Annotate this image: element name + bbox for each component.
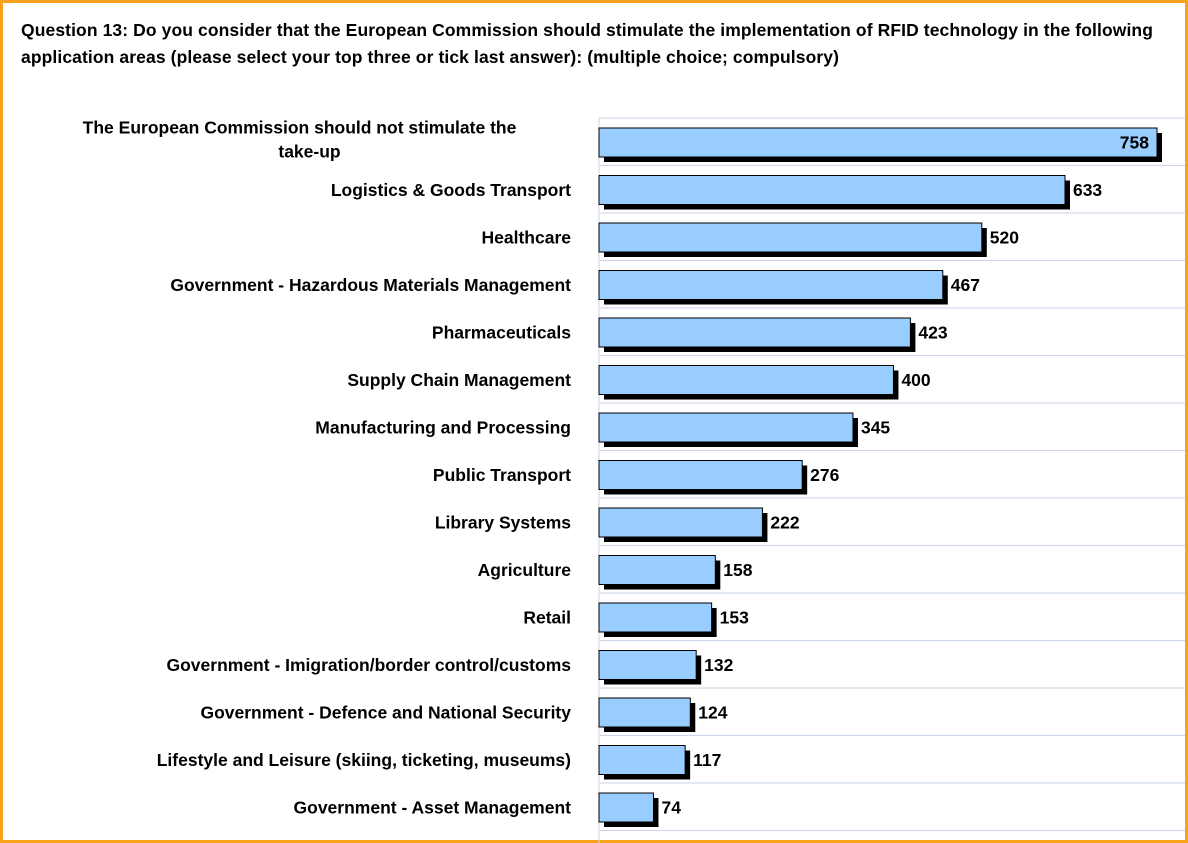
category-label: Public Transport [433,465,571,485]
category-label: Government - Asset Management [294,798,572,818]
category-label: Retail [523,608,571,628]
bar-value-label: 633 [1073,180,1102,200]
bar-value-label: 117 [693,750,721,770]
bar [598,507,763,538]
bar [598,317,911,348]
bar [598,222,983,253]
bar-value-label: 520 [990,228,1019,248]
category-label: Lifestyle and Leisure (skiing, ticketing… [157,750,571,770]
bar [598,792,654,823]
bar-value-label: 758 [1120,133,1149,153]
bars [598,127,1162,827]
bar [598,555,716,585]
category-label: Agriculture [478,560,572,580]
category-label: Supply Chain Management [347,370,571,390]
bar [598,175,1066,205]
bar [598,650,697,680]
category-label: Government - Defence and National Securi… [200,703,571,723]
bar-value-label: 158 [723,560,752,580]
category-label: Logistics & Goods Transport [331,180,571,200]
value-labels: 758 633 520 467 423 400 345 276 222 158 153 132 124 1… [661,133,1149,818]
bar [598,460,803,490]
bar-value-label: 423 [918,323,947,343]
bar [598,127,1158,158]
category-label: Healthcare [482,228,572,248]
category-label: The European Commission should not stimu… [83,118,517,138]
bar-value-label: 74 [661,798,681,818]
bar-value-label: 124 [698,703,727,723]
chart-title: Question 13: Do you consider that the Eu… [21,20,1153,67]
bar [598,697,691,728]
bar-value-label: 467 [951,275,980,295]
category-label: take-up [278,142,340,162]
bar [598,270,944,300]
bar [598,602,713,633]
category-label: Library Systems [435,513,571,533]
category-label: Government - Hazardous Materials Managem… [170,275,571,295]
category-labels: The European Commission should not stimu… [83,118,572,818]
bar-value-label: 345 [861,418,890,438]
category-label: Pharmaceuticals [432,323,571,343]
bar [598,365,894,395]
bar-value-label: 222 [770,513,799,533]
bar [598,412,854,443]
bar-value-label: 400 [901,370,930,390]
bar-value-label: 276 [810,465,839,485]
category-label: Manufacturing and Processing [315,418,571,438]
category-label: Government - Imigration/border control/c… [167,655,572,675]
bar-value-label: 153 [720,608,749,628]
bar-value-label: 132 [704,655,733,675]
bar [598,745,686,775]
